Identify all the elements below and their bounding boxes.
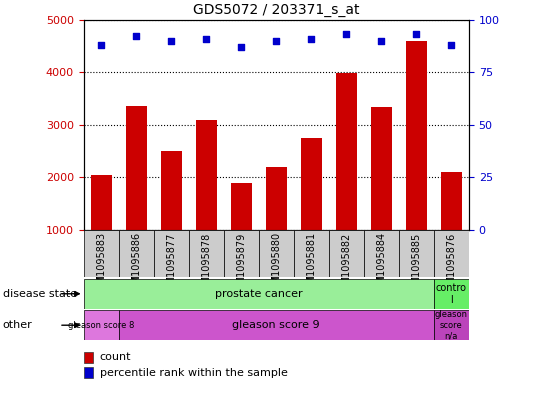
Text: other: other: [3, 320, 32, 330]
Point: [307, 35, 316, 42]
Text: GSM1095876: GSM1095876: [446, 232, 457, 298]
Bar: [364, 230, 399, 277]
Bar: [364, 20, 399, 230]
Bar: [294, 20, 329, 230]
Text: GSM1095881: GSM1095881: [306, 232, 316, 298]
Bar: [259, 20, 294, 230]
Bar: [406, 41, 427, 230]
Bar: [399, 230, 434, 277]
Point: [202, 35, 211, 42]
Text: GSM1095878: GSM1095878: [201, 232, 211, 298]
Bar: [189, 20, 224, 230]
Bar: [434, 279, 469, 309]
Bar: [371, 107, 392, 230]
Point: [167, 38, 176, 44]
Bar: [434, 310, 469, 340]
Text: GSM1095877: GSM1095877: [166, 232, 176, 298]
Point: [237, 44, 246, 50]
Bar: [266, 167, 287, 230]
Text: GSM1095880: GSM1095880: [271, 232, 281, 298]
Text: GSM1095883: GSM1095883: [96, 232, 106, 298]
Bar: [224, 20, 259, 230]
Text: percentile rank within the sample: percentile rank within the sample: [100, 368, 288, 378]
Bar: [231, 183, 252, 230]
Text: contro
l: contro l: [436, 283, 467, 305]
Bar: [84, 20, 119, 230]
Text: gleason score 9: gleason score 9: [232, 320, 320, 330]
Bar: [259, 230, 294, 277]
Bar: [294, 230, 329, 277]
Text: GSM1095886: GSM1095886: [131, 232, 141, 298]
Bar: [329, 20, 364, 230]
Bar: [126, 107, 147, 230]
Bar: [91, 175, 112, 230]
Bar: [154, 230, 189, 277]
Bar: [196, 119, 217, 230]
Bar: [301, 138, 322, 230]
Point: [447, 42, 456, 48]
Title: GDS5072 / 203371_s_at: GDS5072 / 203371_s_at: [193, 3, 360, 17]
Point: [412, 31, 421, 37]
Text: GSM1095885: GSM1095885: [411, 232, 421, 298]
Bar: [441, 172, 462, 230]
Bar: [119, 310, 434, 340]
Bar: [161, 151, 182, 230]
Point: [342, 31, 351, 37]
Text: disease state: disease state: [3, 289, 77, 299]
Bar: [84, 310, 119, 340]
Point: [272, 38, 281, 44]
Bar: [399, 20, 434, 230]
Bar: [224, 230, 259, 277]
Text: GSM1095882: GSM1095882: [341, 232, 351, 298]
Bar: [434, 20, 469, 230]
Bar: [119, 230, 154, 277]
Text: GSM1095879: GSM1095879: [236, 232, 246, 298]
Bar: [154, 20, 189, 230]
Bar: [434, 230, 469, 277]
Bar: [84, 230, 119, 277]
Point: [97, 42, 106, 48]
Bar: [119, 20, 154, 230]
Text: count: count: [100, 352, 131, 362]
Text: gleason
score
n/a: gleason score n/a: [435, 310, 468, 340]
Bar: [84, 367, 93, 378]
Bar: [336, 73, 357, 230]
Bar: [84, 352, 93, 362]
Bar: [329, 230, 364, 277]
Text: GSM1095884: GSM1095884: [376, 232, 386, 298]
Point: [377, 38, 386, 44]
Bar: [189, 230, 224, 277]
Text: prostate cancer: prostate cancer: [215, 289, 302, 299]
Point: [132, 33, 140, 40]
Text: gleason score 8: gleason score 8: [68, 321, 134, 330]
